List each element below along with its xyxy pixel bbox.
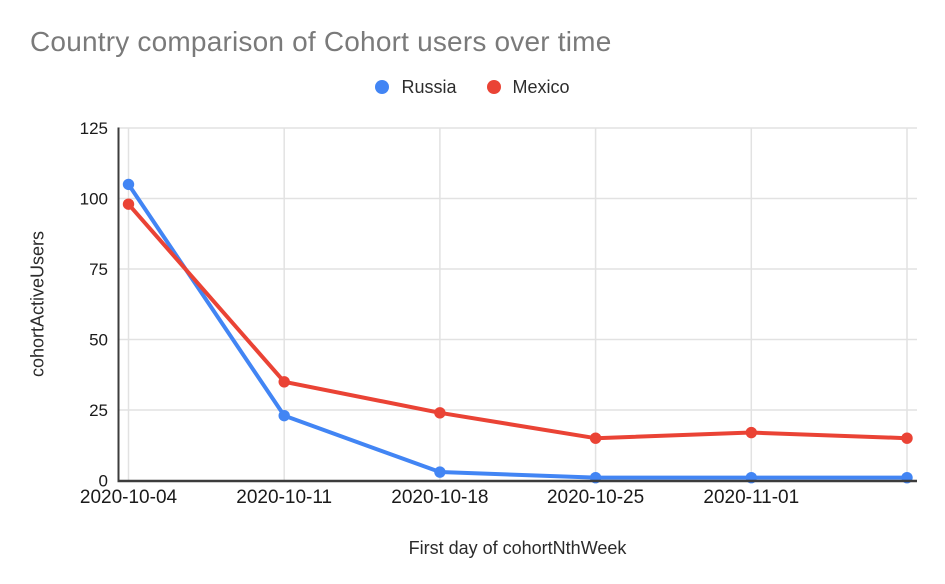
legend-label: Russia — [401, 76, 457, 97]
data-point-russia — [278, 409, 290, 422]
x-tick-label: 2020-10-04 — [80, 487, 178, 508]
legend-dot-russia — [375, 80, 390, 94]
x-tick-label: 2020-10-18 — [391, 487, 488, 508]
y-tick-label: 125 — [80, 119, 108, 138]
data-point-russia — [434, 466, 446, 478]
data-point-mexico — [901, 432, 913, 444]
y-tick-label: 100 — [80, 190, 108, 209]
legend: Russia Mexico — [0, 76, 945, 98]
x-tick-label: 2020-10-25 — [547, 487, 644, 508]
data-point-russia — [122, 178, 135, 191]
data-point-mexico — [589, 432, 602, 444]
data-point-mexico — [122, 198, 135, 210]
legend-label: Mexico — [512, 76, 570, 97]
x-tick-label: 2020-11-01 — [703, 487, 799, 508]
x-tick-label: 2020-10-11 — [236, 487, 332, 508]
data-point-mexico — [434, 407, 446, 419]
x-axis-title: First day of cohortNthWeek — [408, 538, 627, 558]
y-tick-label: 75 — [89, 260, 108, 279]
legend-dot-mexico — [486, 80, 501, 94]
data-point-mexico — [745, 426, 757, 439]
y-tick-label: 25 — [89, 401, 108, 420]
y-tick-label: 0 — [99, 472, 108, 491]
series-line-mexico — [126, 202, 909, 441]
chart-title: Country comparison of Cohort users over … — [30, 26, 612, 57]
data-point-mexico — [278, 376, 290, 388]
legend-item-mexico: Mexico — [486, 76, 570, 98]
legend-item-russia: Russia — [375, 76, 457, 98]
series-line-russia — [126, 182, 909, 480]
y-tick-label: 50 — [89, 331, 108, 350]
